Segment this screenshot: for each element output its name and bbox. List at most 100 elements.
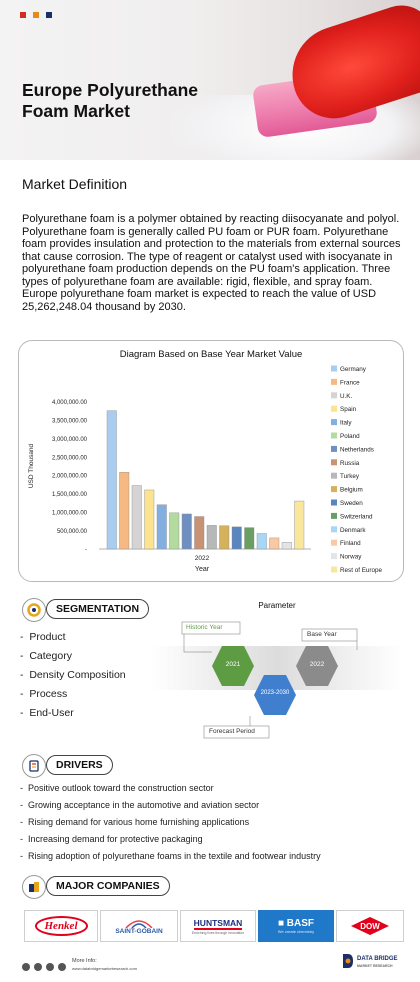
data-bridge-logo-icon (342, 953, 354, 969)
bar-u-k- (132, 486, 142, 549)
drivers-icon (22, 754, 46, 778)
parameter-diagram (152, 598, 402, 743)
data-bridge-brand: DATA BRIDGE MARKET RESEARCH (357, 956, 398, 970)
bar-turkey (207, 525, 217, 549)
bar-switzerland (245, 528, 255, 549)
bar-russia (195, 517, 205, 549)
parameter-panel: Parameter Historic Year Base Year Foreca… (152, 598, 402, 743)
legend-swatch (331, 513, 337, 519)
page-title-line1: Europe Polyurethane (22, 80, 198, 101)
twitter-icon[interactable] (46, 963, 54, 971)
page-title: Europe Polyurethane Foam Market (22, 80, 198, 122)
dow-diamond-icon: DOW (350, 916, 390, 936)
bar-netherlands (182, 514, 192, 549)
segment-end-user: End-User (29, 707, 73, 719)
base-year-value: 2022 (296, 661, 338, 668)
basf-tagline: We create chemistry (278, 929, 314, 934)
legend-swatch (331, 486, 337, 492)
legend-swatch (331, 500, 337, 506)
segment-process: Process (29, 688, 67, 700)
y-tick-label: 2,500,000.00 (52, 455, 88, 461)
legend-label: Poland (340, 433, 360, 440)
driver-4: Increasing demand for protective packagi… (28, 834, 203, 844)
legend-swatch (331, 567, 337, 573)
bar-chart: Diagram Based on Base Year Market Value -… (19, 341, 403, 581)
legend-swatch (331, 446, 337, 452)
legend-swatch (331, 419, 337, 425)
facebook-icon[interactable] (34, 963, 42, 971)
basf-wordmark: BASF (287, 918, 314, 929)
bar-germany (107, 411, 117, 549)
saint-gobain-wordmark: SAINT-GOBAIN (115, 928, 162, 935)
linkedin-icon[interactable] (58, 963, 66, 971)
parameter-title: Parameter (152, 601, 402, 610)
henkel-logo: Henkel (24, 910, 98, 942)
henkel-wordmark: Henkel (35, 916, 88, 936)
y-tick-label: - (85, 548, 87, 554)
legend-swatch (331, 553, 337, 559)
decor-dot-orange (33, 12, 39, 18)
list-item: - Positive outlook toward the constructi… (20, 780, 321, 797)
bar-norway (282, 542, 292, 549)
list-item: - Increasing demand for protective packa… (20, 831, 321, 848)
legend-swatch (331, 540, 337, 546)
dow-logo: DOW (336, 910, 404, 942)
huntsman-wordmark: HUNTSMAN (194, 918, 243, 930)
legend-label: Belgium (340, 487, 363, 494)
y-tick-label: 2,000,000.00 (52, 474, 88, 480)
share-icon[interactable] (22, 963, 30, 971)
list-item: - Process (20, 685, 126, 704)
legend-label: Spain (340, 406, 357, 413)
list-item: - Rising adoption of polyurethane foams … (20, 848, 321, 865)
decor-dot-red (20, 12, 26, 18)
list-item: - Rising demand for various home furnish… (20, 814, 321, 831)
y-axis-label: USD Thousand (28, 443, 35, 488)
legend-label: U.K. (340, 393, 352, 400)
legend-swatch (331, 459, 337, 465)
website-link[interactable]: www.databridgemarketresearch.com (72, 965, 137, 972)
bar-italy (157, 505, 167, 549)
y-tick-label: 3,500,000.00 (52, 418, 88, 424)
legend-label: Germany (340, 366, 367, 373)
segment-category: Category (29, 650, 72, 662)
legend-swatch (331, 379, 337, 385)
x-tick-label: 2022 (195, 555, 210, 562)
companies-heading: MAJOR COMPANIES (46, 876, 170, 896)
historic-year-label: Historic Year (186, 624, 223, 631)
huntsman-logo: HUNTSMAN Enriching lives through innovat… (180, 910, 256, 942)
segmentation-heading: SEGMENTATION (46, 599, 149, 619)
page-title-line2: Foam Market (22, 101, 198, 122)
forecast-period-value: 2023-2030 (254, 690, 296, 696)
segmentation-icon (22, 598, 46, 622)
forecast-period-label: Forecast Period (209, 728, 255, 735)
saint-gobain-arch-icon (122, 918, 156, 928)
segment-product: Product (29, 631, 65, 643)
drivers-list: - Positive outlook toward the constructi… (20, 780, 321, 865)
huntsman-tagline: Enriching lives through innovation (192, 931, 244, 935)
y-tick-label: 1,500,000.00 (52, 492, 88, 498)
companies-icon (22, 875, 46, 899)
bar-finland (270, 538, 280, 549)
legend-label: Finland (340, 540, 361, 547)
legend-label: Norway (340, 554, 362, 561)
list-item: - Product (20, 628, 126, 647)
driver-2: Growing acceptance in the automotive and… (28, 800, 259, 810)
y-tick-label: 3,000,000.00 (52, 437, 88, 443)
historic-year-value: 2021 (212, 661, 254, 668)
legend-swatch (331, 366, 337, 372)
driver-5: Rising adoption of polyurethane foams in… (28, 851, 321, 861)
legend-label: Italy (340, 420, 352, 427)
definition-text: Polyurethane foam is a polymer obtained … (22, 213, 402, 313)
brand-line1: DATA BRIDGE (357, 956, 398, 963)
basf-logo: ■ BASF We create chemistry (258, 910, 334, 942)
chart-title: Diagram Based on Base Year Market Value (120, 349, 303, 360)
definition-heading: Market Definition (22, 176, 127, 192)
y-tick-label: 1,000,000.00 (52, 511, 88, 517)
chart-panel: Diagram Based on Base Year Market Value -… (18, 340, 404, 582)
legend-swatch (331, 392, 337, 398)
legend-label: Russia (340, 460, 360, 467)
x-axis-label: Year (195, 566, 210, 573)
segmentation-list: - Product - Category - Density Compositi… (20, 628, 126, 723)
list-item: - End-User (20, 704, 126, 723)
bar-denmark (257, 534, 267, 549)
